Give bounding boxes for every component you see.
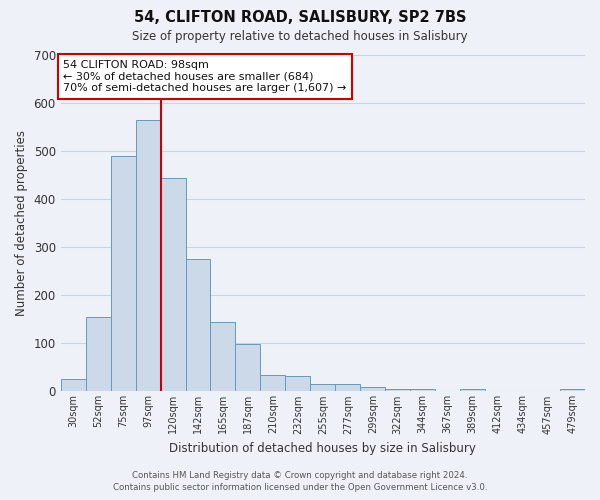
Y-axis label: Number of detached properties: Number of detached properties [15,130,28,316]
Bar [560,389,585,392]
Text: Size of property relative to detached houses in Salisbury: Size of property relative to detached ho… [132,30,468,43]
Bar [61,380,86,392]
Bar [310,384,335,392]
Bar [235,344,260,392]
Bar [360,386,385,392]
Bar [211,322,235,392]
Bar [286,376,310,392]
X-axis label: Distribution of detached houses by size in Salisbury: Distribution of detached houses by size … [169,442,476,455]
Text: Contains HM Land Registry data © Crown copyright and database right 2024.
Contai: Contains HM Land Registry data © Crown c… [113,471,487,492]
Bar [385,389,410,392]
Bar [161,178,185,392]
Text: 54, CLIFTON ROAD, SALISBURY, SP2 7BS: 54, CLIFTON ROAD, SALISBURY, SP2 7BS [134,10,466,25]
Bar [410,389,435,392]
Bar [335,384,360,392]
Bar [110,156,136,392]
Bar [136,120,161,392]
Bar [185,259,211,392]
Text: 54 CLIFTON ROAD: 98sqm
← 30% of detached houses are smaller (684)
70% of semi-de: 54 CLIFTON ROAD: 98sqm ← 30% of detached… [63,60,347,93]
Bar [86,317,110,392]
Bar [260,374,286,392]
Bar [460,389,485,392]
